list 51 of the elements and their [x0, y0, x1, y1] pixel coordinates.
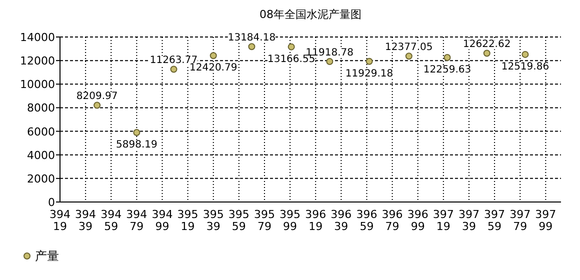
- point: [288, 43, 295, 50]
- data-label: 12519.86: [501, 61, 550, 72]
- x-tick-label: 394 79: [126, 208, 148, 233]
- point: [210, 52, 217, 60]
- x-tick-label: 397 39: [458, 208, 480, 233]
- data-label: 13166.55: [267, 54, 316, 65]
- x-tick-label: 397 19: [432, 208, 454, 233]
- data-label: 5898.19: [116, 139, 158, 150]
- legend-label: 产量: [35, 249, 59, 263]
- data-label: 12622.62: [463, 39, 511, 50]
- x-tick-label: 395 99: [280, 208, 301, 233]
- y-tick-label: 12000: [20, 54, 55, 68]
- point: [326, 58, 334, 66]
- x-tick-label: 396 39: [330, 208, 352, 233]
- x-tick-label: 395 19: [177, 208, 198, 233]
- x-tick-label: 397 99: [535, 208, 556, 233]
- point: [405, 52, 412, 60]
- x-tick-label: 396 59: [356, 208, 378, 233]
- x-tick-label: 394 99: [152, 208, 173, 233]
- data-label: 12259.63: [423, 64, 472, 76]
- y-tick-label: 2000: [27, 172, 55, 186]
- y-tick-label: 0: [48, 196, 55, 209]
- point: [94, 102, 101, 109]
- x-tick-label: 397 79: [510, 208, 531, 233]
- chart-title: 08年全国水泥产量图: [260, 8, 362, 21]
- data-label: 13184.18: [228, 32, 276, 44]
- x-tick-label: 395 39: [202, 208, 224, 233]
- point: [522, 50, 529, 58]
- point: [133, 128, 140, 136]
- y-tick-label: 4000: [27, 148, 55, 162]
- x-tick-label: 394 39: [75, 208, 96, 233]
- point: [366, 58, 373, 65]
- point: [170, 66, 178, 73]
- x-tick-label: 396 99: [407, 208, 428, 233]
- x-tick-label: 394 19: [50, 208, 70, 233]
- point: [248, 43, 256, 50]
- x-tick-label: 396 79: [382, 208, 403, 233]
- data-label: 8209.97: [76, 91, 118, 102]
- y-tick-label: 10000: [20, 78, 55, 92]
- y-tick-label: 8000: [27, 102, 55, 115]
- x-tick-label: 394 59: [100, 208, 122, 233]
- y-tick-label: 14000: [20, 31, 55, 44]
- x-tick-label: 395 79: [254, 208, 275, 233]
- point: [444, 54, 451, 62]
- x-tick-label: 396 19: [305, 208, 326, 233]
- y-tick-label: 6000: [27, 125, 55, 138]
- point: [483, 50, 490, 57]
- x-tick-label: 397 59: [484, 208, 506, 233]
- data-label: 12377.05: [385, 42, 433, 54]
- data-label: 11929.18: [345, 68, 394, 80]
- x-tick-label: 395 59: [228, 208, 250, 233]
